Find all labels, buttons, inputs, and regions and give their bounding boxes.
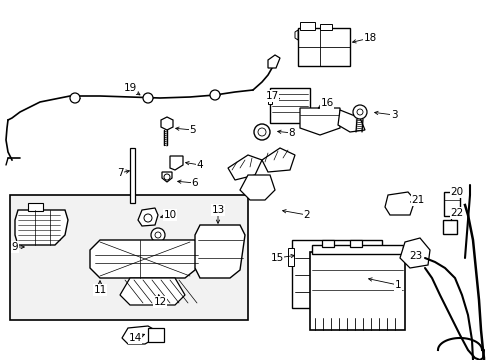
Bar: [299, 22, 314, 30]
Circle shape: [143, 214, 152, 222]
Bar: [443, 192, 459, 216]
Text: 9: 9: [12, 242, 18, 252]
Polygon shape: [120, 278, 184, 305]
Text: 1: 1: [394, 280, 401, 290]
Text: 14: 14: [128, 333, 142, 343]
Text: 20: 20: [449, 187, 463, 197]
Circle shape: [209, 90, 220, 100]
Polygon shape: [240, 175, 274, 200]
Polygon shape: [267, 55, 280, 68]
Bar: [321, 240, 333, 247]
Bar: [28, 203, 43, 211]
Bar: [349, 240, 361, 247]
Text: 11: 11: [93, 285, 106, 295]
Text: 7: 7: [117, 168, 123, 178]
Circle shape: [151, 228, 164, 242]
Polygon shape: [384, 192, 414, 215]
Bar: [311, 245, 402, 254]
Text: 22: 22: [449, 208, 463, 218]
Circle shape: [356, 109, 362, 115]
Bar: [287, 248, 293, 266]
Circle shape: [253, 124, 269, 140]
Circle shape: [70, 93, 80, 103]
Bar: [267, 92, 271, 104]
Text: 19: 19: [123, 83, 136, 93]
Polygon shape: [262, 148, 294, 172]
Circle shape: [352, 105, 366, 119]
Polygon shape: [227, 155, 262, 180]
Bar: [442, 220, 456, 234]
Bar: [148, 328, 163, 342]
Polygon shape: [15, 210, 68, 245]
Polygon shape: [170, 156, 183, 170]
Text: 8: 8: [288, 128, 295, 138]
Bar: [297, 28, 349, 66]
Circle shape: [163, 174, 170, 180]
Bar: [10, 195, 247, 320]
Text: 6: 6: [191, 178, 198, 188]
Circle shape: [155, 232, 161, 238]
Bar: [291, 240, 381, 308]
Polygon shape: [138, 208, 158, 226]
Bar: [319, 24, 331, 30]
Text: 18: 18: [363, 33, 376, 43]
Polygon shape: [299, 108, 339, 135]
Text: 12: 12: [153, 297, 166, 307]
Text: 13: 13: [211, 205, 224, 215]
Text: 15: 15: [270, 253, 283, 263]
Polygon shape: [337, 110, 364, 132]
Text: 23: 23: [408, 251, 422, 261]
Bar: [130, 148, 135, 203]
Text: 5: 5: [189, 125, 196, 135]
Polygon shape: [162, 172, 172, 182]
Bar: [309, 252, 404, 330]
Polygon shape: [399, 238, 429, 268]
Bar: [269, 88, 309, 123]
Circle shape: [142, 93, 153, 103]
Polygon shape: [195, 225, 244, 278]
Text: 10: 10: [163, 210, 176, 220]
Text: 2: 2: [303, 210, 310, 220]
Polygon shape: [122, 326, 155, 344]
Text: 3: 3: [390, 110, 397, 120]
Circle shape: [258, 128, 265, 136]
Polygon shape: [161, 117, 173, 130]
Polygon shape: [90, 240, 200, 278]
Text: 4: 4: [196, 160, 203, 170]
Text: 17: 17: [265, 91, 278, 101]
Text: 21: 21: [410, 195, 424, 205]
Polygon shape: [294, 30, 297, 40]
Text: 16: 16: [320, 98, 333, 108]
